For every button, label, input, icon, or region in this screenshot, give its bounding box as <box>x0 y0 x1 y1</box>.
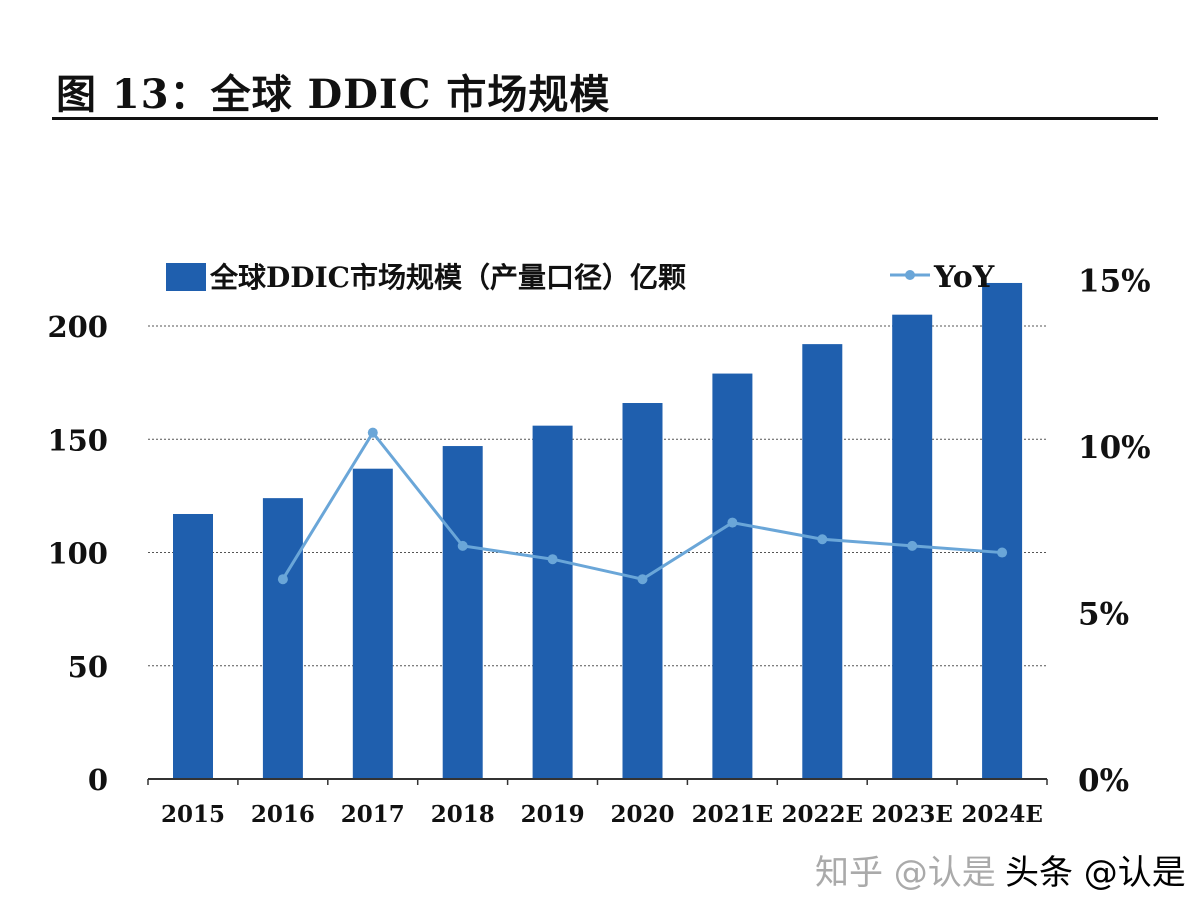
y-right-tick-label: 15% <box>1078 264 1151 300</box>
figure-title: 图 13：全球 DDIC 市场规模 <box>56 71 611 118</box>
legend-line-label: YoY <box>933 260 995 295</box>
y-left-tick-label: 200 <box>47 310 108 344</box>
legend-bar-swatch <box>166 263 206 291</box>
bar-2019 <box>532 425 573 779</box>
bar-2021E <box>712 373 753 779</box>
title-divider <box>52 117 1158 120</box>
y-left-tick-label: 150 <box>47 423 108 457</box>
watermark-zhihu: 知乎 @认是 <box>815 853 996 893</box>
bar-2018 <box>442 446 483 779</box>
x-tick-label: 2020 <box>610 801 674 828</box>
yoy-point-2019 <box>547 554 558 565</box>
x-tick-label: 2019 <box>521 801 585 828</box>
yoy-point-2023E <box>907 540 918 551</box>
legend-bar-label: 全球DDIC市场规模（产量口径）亿颗 <box>209 261 686 294</box>
watermark-toutiao: 头条 @认是 <box>1005 853 1186 893</box>
y-right-tick-label: 10% <box>1078 430 1151 466</box>
x-tick-label: 2018 <box>431 801 495 828</box>
x-tick-label: 2015 <box>161 801 225 828</box>
bar-2022E <box>802 344 843 779</box>
bar-2016 <box>262 498 303 779</box>
x-tick-label: 2017 <box>341 801 405 828</box>
bar-2020 <box>622 403 663 779</box>
yoy-point-2016 <box>277 574 288 585</box>
x-tick-label: 2023E <box>871 801 953 828</box>
yoy-point-2021E <box>727 517 738 528</box>
x-tick-label: 2016 <box>251 801 315 828</box>
legend-line-marker <box>905 270 915 280</box>
yoy-point-2020 <box>637 574 648 585</box>
bar-2015 <box>173 513 213 779</box>
y-right-tick-label: 5% <box>1078 597 1129 633</box>
bar-2024E <box>982 282 1023 779</box>
x-tick-label: 2021E <box>692 801 774 828</box>
y-left-tick-label: 0 <box>88 763 108 797</box>
y-right-tick-label: 0% <box>1078 763 1129 799</box>
x-tick-label: 2022E <box>782 801 864 828</box>
yoy-point-2024E <box>997 547 1008 558</box>
bar-2017 <box>352 468 393 779</box>
y-left-tick-label: 50 <box>68 650 108 684</box>
x-tick-label: 2024E <box>961 801 1043 828</box>
y-left-tick-label: 100 <box>47 537 108 571</box>
yoy-point-2017 <box>367 427 378 438</box>
yoy-point-2022E <box>817 534 828 545</box>
yoy-point-2018 <box>457 540 468 551</box>
